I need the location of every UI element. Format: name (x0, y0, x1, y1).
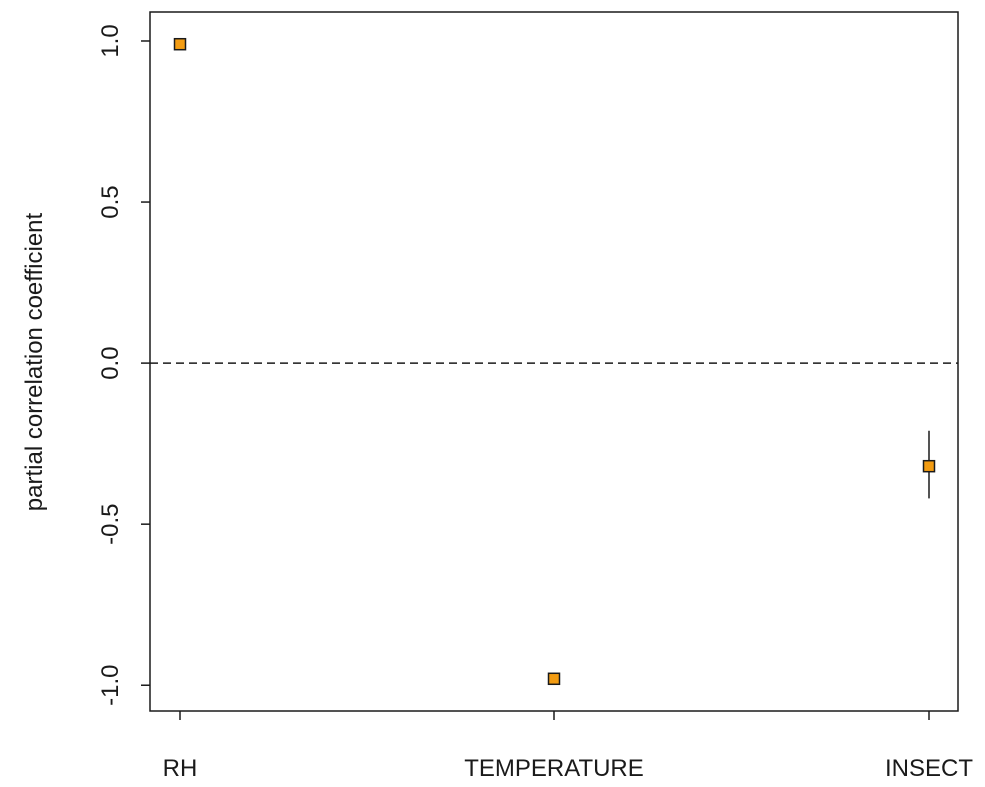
y-axis: 1.0 0.5 0.0 -0.5 -1.0 (97, 24, 150, 706)
x-tick-label: INSECT (885, 755, 973, 782)
x-tick-label: TEMPERATURE (464, 755, 644, 782)
y-tick-label: 1.0 (97, 24, 124, 57)
data-point (547, 672, 561, 686)
data-points (173, 37, 936, 686)
y-tick-label: 0.5 (97, 185, 124, 218)
y-tick-label: -1.0 (97, 665, 124, 706)
plot-frame (149, 11, 959, 712)
plot-area: 1.0 0.5 0.0 -0.5 -1.0 RH TEMPERATURE INSECT (97, 11, 973, 782)
y-tick-label: 0.0 (97, 346, 124, 379)
data-point (922, 459, 936, 473)
data-point (173, 37, 187, 51)
y-axis-label: partial correlation coefficient (21, 212, 48, 511)
y-tick-label: -0.5 (97, 503, 124, 544)
x-tick-label: RH (163, 755, 198, 782)
x-axis: RH TEMPERATURE INSECT (163, 711, 973, 782)
